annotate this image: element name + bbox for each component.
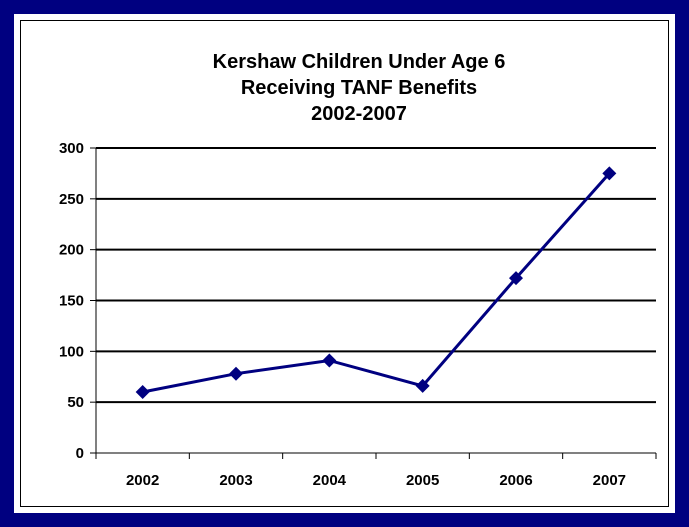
axes: [95, 148, 657, 459]
y-tick-label: 100: [59, 343, 84, 360]
gridlines: [90, 147, 656, 454]
line-chart: Kershaw Children Under Age 6 Receiving T…: [59, 51, 657, 489]
y-tick-label: 50: [67, 394, 84, 411]
chart-title-line-3: 2002-2007: [311, 103, 407, 125]
x-tick-label: 2004: [313, 472, 347, 489]
x-axis-tick-labels: 2002 2003 2004 2005 2006 2007: [126, 472, 626, 489]
y-tick-label: 250: [59, 191, 84, 208]
x-tick-label: 2007: [593, 472, 626, 489]
y-tick-label: 200: [59, 242, 84, 259]
chart-border: [20, 20, 669, 507]
data-point-marker: [602, 166, 617, 181]
data-point-marker: [509, 271, 523, 286]
y-tick-label: 300: [59, 140, 84, 157]
series-line: [142, 172, 611, 394]
chart-area: Kershaw Children Under Age 6 Receiving T…: [14, 14, 675, 513]
data-point-marker: [135, 385, 150, 399]
chart-title-line-1: Kershaw Children Under Age 6: [213, 51, 506, 73]
x-tick-label: 2006: [499, 472, 532, 489]
x-tick-label: 2003: [219, 472, 252, 489]
data-point-marker: [322, 353, 337, 368]
data-point-marker: [229, 366, 243, 381]
y-axis-tick-labels: 300 250 200 150 100 50 0: [59, 140, 84, 462]
chart-title-line-2: Receiving TANF Benefits: [241, 77, 477, 99]
data-series: [135, 166, 617, 399]
y-tick-label: 150: [59, 293, 84, 310]
y-tick-label: 0: [76, 445, 84, 462]
x-tick-label: 2002: [126, 472, 159, 489]
data-point-marker: [415, 378, 430, 393]
x-tick-label: 2005: [406, 472, 439, 489]
